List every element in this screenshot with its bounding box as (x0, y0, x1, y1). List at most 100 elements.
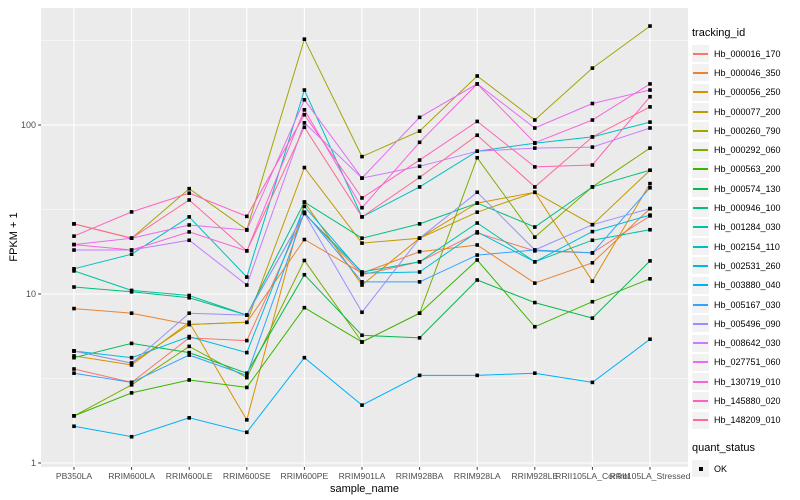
data-point (187, 344, 191, 349)
data-point (648, 259, 652, 263)
data-point (129, 355, 134, 360)
data-point (302, 108, 307, 112)
data-point (129, 210, 134, 214)
data-point (72, 367, 76, 371)
data-point (187, 295, 191, 300)
y-tick-label: 100 (20, 120, 36, 130)
data-point (648, 168, 652, 173)
legend-key-line-icon (692, 353, 709, 371)
legend-key-line-icon (692, 180, 709, 198)
legend-key-line-icon (692, 296, 709, 313)
data-point (475, 258, 479, 262)
data-point (302, 305, 307, 310)
legend-entries: Hb_000016_170 Hb_000046_350 Hb_000056_250 H… (692, 44, 798, 430)
data-point (187, 416, 191, 420)
legend-key-line-icon (692, 45, 709, 63)
data-point (129, 434, 134, 439)
data-point (245, 375, 249, 380)
data-point (417, 311, 422, 315)
data-point (533, 300, 537, 305)
data-point (129, 361, 134, 365)
data-point (187, 230, 191, 234)
data-point (187, 322, 191, 327)
x-tick-label: RRIM901LA (338, 471, 386, 481)
legend-key-line-icon (692, 64, 709, 82)
legend-entry: Hb_148209_010 (692, 411, 798, 430)
data-point (648, 213, 652, 217)
data-point (302, 88, 307, 92)
legend-label: Hb_000056_250 (714, 87, 781, 98)
data-point (302, 112, 307, 117)
data-point (360, 310, 364, 315)
data-point (187, 293, 191, 298)
data-point (360, 280, 364, 284)
data-point (475, 190, 479, 195)
x-axis-title: sample_name (329, 483, 400, 495)
data-point (590, 260, 595, 265)
x-tick-label: RRIM600SE (222, 471, 271, 481)
data-point (475, 119, 479, 124)
data-point (417, 129, 422, 133)
data-point (417, 260, 422, 264)
data-point (533, 371, 537, 375)
x-tick-label: RRIM928LA (453, 471, 501, 481)
data-point (533, 185, 537, 189)
x-tick-label: RRIM928LE (511, 471, 559, 481)
legend-key-line-icon (692, 83, 709, 101)
data-point (245, 371, 249, 375)
data-point (533, 324, 537, 329)
legend-quant-status: quant_status OK (692, 442, 798, 478)
legend-label: Hb_145880_020 (714, 395, 781, 406)
data-point (302, 211, 307, 216)
legend-label: Hb_130719_010 (714, 376, 781, 387)
legend-entry: Hb_002531_260 (692, 256, 798, 275)
legend-key-line-icon (692, 199, 709, 217)
data-point (590, 135, 595, 139)
data-point (129, 236, 134, 240)
legend-label: Hb_001284_030 (714, 222, 781, 233)
data-point (72, 424, 76, 429)
data-point (475, 253, 479, 257)
data-point (648, 126, 652, 130)
data-point (72, 349, 76, 353)
data-point (590, 299, 595, 304)
data-point (417, 373, 422, 378)
data-point (533, 118, 537, 122)
data-point (648, 181, 652, 186)
data-point (648, 105, 652, 109)
data-point (360, 241, 364, 245)
legend-label: Hb_005167_030 (714, 299, 781, 310)
data-point (417, 270, 422, 274)
data-point (245, 385, 249, 390)
data-point (187, 238, 191, 243)
data-point (187, 223, 191, 227)
legend-key-line-icon (692, 334, 709, 352)
data-point (533, 190, 537, 195)
data-point (302, 204, 307, 209)
data-point (475, 243, 479, 247)
data-point (72, 414, 76, 418)
legend-key-line-icon (692, 103, 709, 121)
data-point (360, 215, 364, 219)
y-axis-title: FPKM + 1 (8, 212, 20, 262)
data-point (187, 378, 191, 382)
data-point (475, 133, 479, 138)
legend-key-line-icon (692, 122, 709, 140)
data-point (475, 210, 479, 214)
data-point (187, 311, 191, 315)
data-point (302, 125, 307, 130)
data-point (648, 120, 652, 124)
data-point (533, 235, 537, 239)
data-point (360, 176, 364, 180)
legend-label: Hb_000046_350 (714, 67, 781, 78)
legend-label: Hb_008642_030 (714, 338, 781, 349)
legend-key-line-icon (692, 141, 709, 159)
data-point (533, 146, 537, 150)
data-point (533, 260, 537, 264)
legend-entry: Hb_000946_100 (692, 198, 798, 217)
legend-label: Hb_000574_130 (714, 183, 781, 194)
data-point (533, 225, 537, 229)
data-point (417, 336, 422, 340)
data-point (648, 337, 652, 342)
